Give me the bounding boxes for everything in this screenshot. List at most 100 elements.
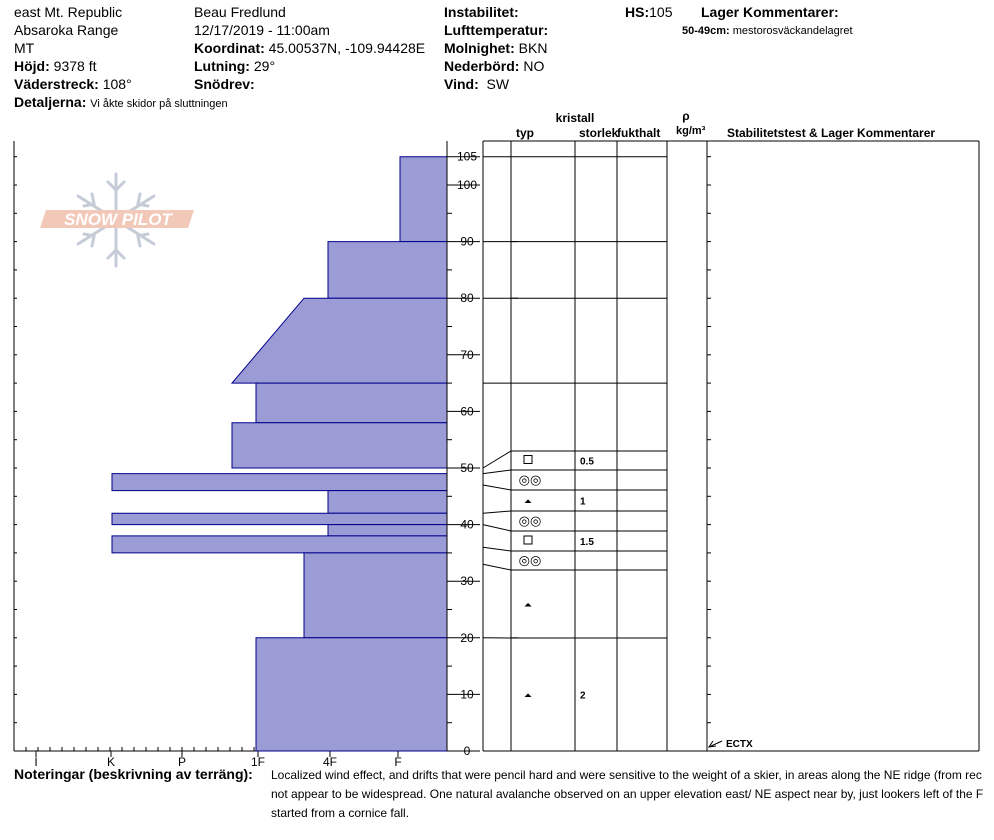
depth-label: 70 [460, 348, 474, 362]
aspect-label: Väderstreck: [14, 76, 99, 92]
details-value: Vi åkte skidor på sluttningen [90, 98, 228, 110]
precipitation: Nederbörd: NO [444, 58, 544, 75]
cloud-cover: Molnighet: BKN [444, 40, 547, 57]
cloud-cover-label: Molnighet: [444, 40, 515, 56]
location-line3: MT [14, 40, 35, 56]
crystal-rounds-icon: ◎◎ [519, 514, 542, 529]
wind-value: SW [486, 76, 510, 92]
hardness-label: K [107, 755, 115, 769]
depth-label: 20 [460, 631, 474, 645]
depth-label: 100 [457, 178, 477, 192]
depth-label: 50 [460, 461, 474, 475]
crystal-square-icon [523, 535, 533, 545]
location-line1: east Mt. Republic [14, 4, 123, 20]
hardness-label: P [178, 755, 186, 769]
notes-line-2: not appear to be widespread. One natural… [271, 787, 984, 801]
coordinate-label: Koordinat: [194, 40, 265, 56]
details: Detaljerna: Vi åkte skidor på sluttninge… [14, 94, 228, 113]
layer-connector-line [482, 563, 512, 571]
crystal-rounds-icon: ◎◎ [519, 473, 542, 488]
layer-connector-line [482, 484, 512, 491]
fukthalt-header: fukthalt [617, 126, 660, 140]
slope-value: 29° [253, 58, 276, 74]
depth-label: 0 [464, 744, 471, 758]
storlek-header: storlek [579, 126, 619, 140]
air-temperature-label: Lufttemperatur: [444, 22, 549, 38]
ectx-label: ECTX [726, 739, 753, 750]
rho-header: ρ [682, 109, 689, 123]
hardness-bar [327, 524, 448, 537]
layer-connector-line [482, 469, 512, 475]
notes-line-1: Localized wind effect, and drifts that w… [271, 768, 982, 782]
layer-comment-text: mestorosväckandelagret [732, 25, 853, 37]
precipitation-value: NO [523, 58, 545, 74]
instability: Instabilitet: [444, 4, 519, 21]
snowpilot-logo: SNOW PILOT [40, 172, 194, 268]
depth-label: 80 [460, 291, 474, 305]
layer-connector-line [482, 450, 512, 469]
aspect: Väderstreck: 108° [14, 76, 132, 93]
hardness-bar [399, 156, 448, 243]
layer-connector-line [482, 546, 512, 552]
instability-label: Instabilitet: [444, 4, 519, 20]
coordinate: Koordinat: 45.00537N, -109.94428E [194, 40, 425, 57]
hardness-bar [230, 297, 448, 384]
hardness-label: F [394, 755, 401, 769]
hardness-bar [231, 422, 448, 469]
snow-height-value: 105 [649, 4, 673, 20]
kristall-header: kristall [556, 111, 595, 125]
crystal-size-label: 1 [580, 497, 586, 508]
crystal-faceted-icon: ⏶ [524, 691, 532, 702]
stability-header: Stabilitetstest & Lager Kommentarer [727, 126, 935, 140]
crystal-faceted-icon: ⏶ [524, 497, 532, 508]
notes-label: Noteringar (beskrivning av terräng): [14, 766, 253, 782]
air-temperature: Lufttemperatur: [444, 22, 548, 39]
logo-text: SNOW PILOT [64, 210, 173, 229]
snow-drift: Snödrev: [194, 76, 255, 93]
crystal-size-label: 0.5 [580, 457, 594, 468]
layer-comment-depth: 50-49cm: [682, 25, 730, 37]
depth-label: 60 [460, 404, 474, 418]
snow-drift-label: Snödrev: [194, 76, 255, 92]
hardness-bar [327, 490, 448, 514]
details-label: Detaljerna: [14, 94, 87, 110]
precipitation-label: Nederbörd: [444, 58, 520, 74]
rho-unit-header: kg/m³ [676, 125, 706, 137]
observer: Beau Fredlund [194, 4, 286, 20]
elevation-label: Höjd: [14, 58, 50, 74]
crystal-size-label: 1.5 [580, 537, 594, 548]
hardness-bar [327, 241, 448, 299]
crystal-square-icon [523, 455, 533, 464]
slope-label: Lutning: [194, 58, 250, 74]
hardness-bar [255, 637, 448, 752]
coordinate-value: 45.00537N, -109.94428E [268, 40, 426, 56]
notes-line-3: started from a cornice fall. [271, 806, 410, 820]
elevation: Höjd: 9378 ft [14, 58, 96, 75]
layer-connector-line [482, 524, 512, 532]
hardness-bar [255, 382, 448, 424]
depth-label: 40 [460, 518, 474, 532]
crystal-faceted-icon: ⏶ [524, 600, 532, 611]
cloud-cover-value: BKN [518, 40, 548, 56]
aspect-value: 108° [102, 76, 132, 92]
layer-comment: 50-49cm: mestorosväckandelagret [682, 23, 853, 40]
layer-comments-title: Lager Kommentarer: [701, 4, 839, 20]
hardness-bar [111, 535, 448, 554]
notes-text: Localized wind effect, and drifts that w… [271, 766, 994, 823]
hardness-label: 1F [251, 755, 265, 769]
wind-label: Vind: [444, 76, 479, 92]
datetime: 12/17/2019 - 11:00am [194, 22, 330, 38]
hardness-bar [303, 552, 448, 639]
typ-header: typ [516, 126, 534, 140]
hardness-bar [111, 512, 448, 526]
layer-connector-line [482, 510, 512, 514]
ectx-arrow [707, 740, 717, 748]
crystal-rounds-icon: ◎◎ [519, 554, 542, 569]
snow-height: HS:105 [625, 4, 672, 21]
depth-label: 30 [460, 574, 474, 588]
hardness-bar [111, 473, 448, 492]
snow-height-label: HS: [625, 4, 650, 20]
depth-label: 90 [460, 235, 474, 249]
crystal-size-label: 2 [580, 691, 586, 702]
